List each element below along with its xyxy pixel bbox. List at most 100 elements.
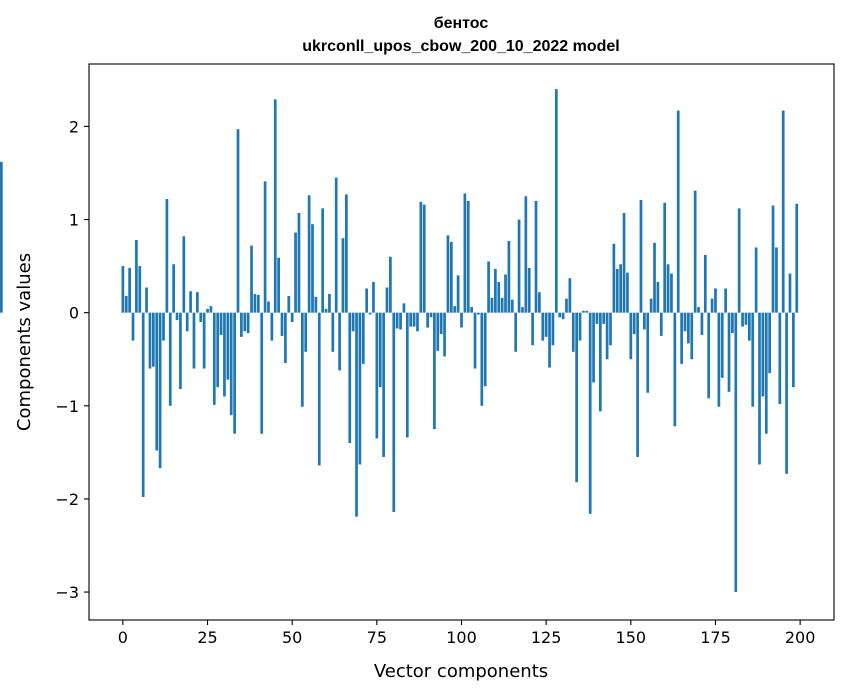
bar-153 [639,199,643,313]
bar-113 [504,274,507,313]
bar-30 [223,312,226,397]
bar-49 [287,295,291,313]
bar-141 [598,312,602,412]
bar-42 [263,181,267,313]
bar-126 [548,312,551,368]
y-tick-label: −3 [55,583,79,602]
bar-2 [128,267,131,313]
bar-31 [226,312,230,380]
y-tick-label: −1 [55,397,79,416]
bar-34 [236,129,240,313]
bar-29 [219,312,223,336]
bar-98 [453,306,457,313]
bar-88 [419,201,423,313]
plot-area-frame [88,63,835,621]
bar-92 [433,312,436,430]
bar-24 [202,312,206,369]
bar-174 [710,298,714,313]
bar-118 [521,307,524,313]
bar-186 [751,312,755,407]
chart-title-line2: ukrconll_upos_cbow_200_10_2022 model [302,38,619,55]
bar-152 [636,312,639,458]
bar-67 [348,312,352,444]
bar-136 [582,310,585,313]
bar-28 [216,312,220,388]
bar-87 [416,312,419,332]
bar-187 [754,247,758,313]
bar-133 [571,312,575,352]
bar-46 [277,257,280,313]
bar-123 [538,292,541,313]
bar-79 [389,256,392,313]
bar-143 [605,312,609,360]
bar-171 [700,312,704,336]
bar-43 [267,301,270,313]
bar-155 [646,312,650,393]
bar-94 [439,312,443,335]
bar-100 [460,312,463,328]
bar-19 [185,312,189,332]
bar-57 [314,296,318,313]
bar-138 [588,312,592,514]
bar-134 [575,312,578,483]
bar-158 [656,281,660,313]
bar-199 [795,203,799,313]
bar-10 [155,312,159,451]
x-tick-label: 0 [118,628,128,647]
x-tick-label: 25 [197,628,217,647]
bar-81 [395,312,399,329]
bar-series [0,89,799,593]
bar-193 [775,247,778,313]
bar-37 [246,312,250,334]
bar-103 [470,307,474,313]
bar-80 [392,312,396,512]
bar-168 [690,312,694,360]
bar-104 [473,312,477,369]
bar-13 [165,199,169,313]
bar-160 [663,202,667,313]
bar-59 [321,208,325,313]
x-tick-label: 150 [616,628,647,647]
x-tick-label: 200 [785,628,816,647]
bar-75 [375,312,379,439]
bar-192 [771,205,775,313]
bar-82 [399,312,402,330]
bar-9 [151,312,155,367]
bar-185 [747,312,751,341]
bar-108 [487,261,490,313]
bar-107 [483,312,487,387]
bar-116 [514,312,518,352]
bar-77 [382,312,385,458]
x-tick-label: 125 [531,628,562,647]
bar-74 [372,281,375,313]
bar-76 [378,312,382,388]
bar-147 [619,264,623,313]
bar-119 [524,196,528,313]
bar-56 [311,224,314,313]
bar-73 [368,312,372,315]
bar-54 [304,312,308,352]
bar-62 [331,312,335,352]
bar-47 [280,312,284,336]
bar-97 [449,241,453,313]
bar-109 [490,297,494,313]
bar-121 [531,312,534,346]
bar-161 [666,264,670,313]
bar-101 [463,193,467,313]
x-axis-label: Vector components [374,661,548,682]
bar-188 [758,312,761,465]
bar-58 [317,312,321,466]
bar-70 [358,312,362,465]
bar-173 [707,312,711,399]
bar-35 [240,312,243,337]
bar-151 [632,312,636,335]
bar-93 [436,312,440,351]
bar-33 [233,312,236,434]
bar-189 [761,312,765,397]
bar-122 [534,200,538,313]
bar-69 [355,312,358,517]
bar-106 [480,312,484,406]
bar-23 [199,312,203,322]
bar-135 [578,312,582,341]
bar-48 [284,312,287,363]
